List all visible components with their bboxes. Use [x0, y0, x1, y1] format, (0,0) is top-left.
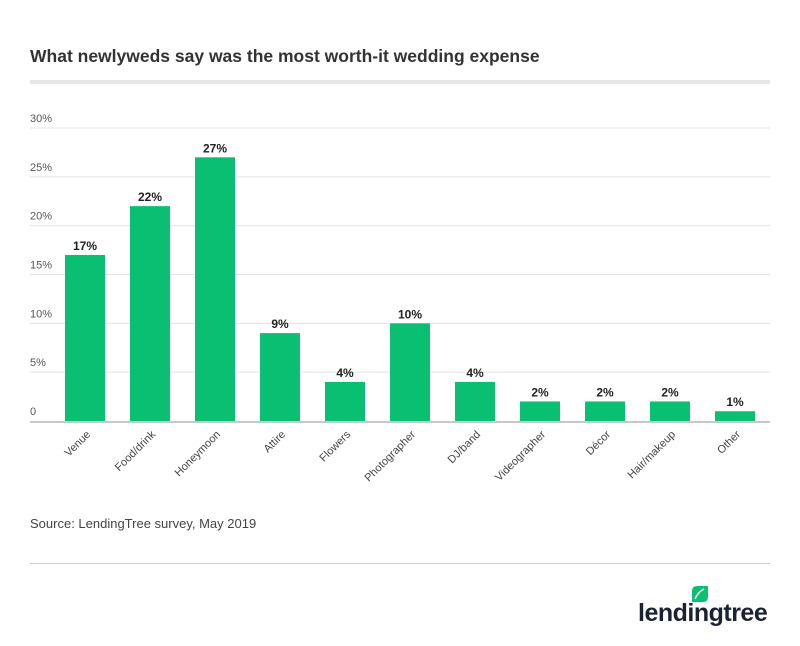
x-tick-label: Food/drink — [113, 428, 159, 474]
x-tick-label: Photographer — [362, 428, 418, 484]
bar — [130, 206, 170, 421]
bar — [520, 401, 560, 421]
y-tick-label: 0 — [30, 406, 36, 418]
bar — [65, 254, 105, 421]
bar — [260, 333, 300, 421]
bar — [650, 401, 690, 421]
bar — [325, 381, 365, 421]
data-label: 2% — [661, 385, 679, 399]
x-tick-label: Other — [715, 428, 743, 456]
x-tick-label: Attire — [261, 429, 288, 456]
y-tick-label: 5% — [30, 357, 46, 369]
x-tick-label: Venue — [63, 429, 94, 460]
data-label: 2% — [596, 385, 614, 399]
footer-divider — [30, 563, 770, 564]
y-tick-label: 30% — [30, 113, 52, 125]
data-label: 4% — [466, 366, 484, 380]
data-label: 17% — [73, 239, 97, 253]
x-tick-label: Décor — [584, 428, 613, 457]
svg-text:lendingtree: lendingtree — [638, 599, 768, 627]
bar — [585, 401, 625, 421]
y-tick-label: 10% — [30, 308, 52, 320]
source-note: Source: LendingTree survey, May 2019 — [30, 516, 257, 531]
data-label: 4% — [336, 366, 354, 380]
data-label: 22% — [138, 190, 162, 204]
data-label: 2% — [531, 385, 549, 399]
bar — [715, 411, 755, 421]
x-tick-label: DJ/band — [446, 429, 483, 466]
data-label: 1% — [726, 395, 744, 409]
y-tick-label: 20% — [30, 211, 52, 223]
bar — [195, 157, 235, 422]
y-tick-label: 25% — [30, 162, 52, 174]
x-tick-label: Flowers — [317, 428, 353, 464]
chart-title: What newlyweds say was the most worth-it… — [30, 46, 540, 66]
y-tick-label: 15% — [30, 260, 52, 272]
lendingtree-logo: lendingtree — [638, 586, 768, 627]
bar-chart: 0 5% 10% 15% 20% 25% 30% 17% Venue 22% Food/drink 2… — [30, 113, 770, 484]
x-tick-label: Hair/makeup — [626, 429, 679, 482]
x-tick-label: Videographer — [493, 428, 548, 483]
bar — [390, 323, 430, 421]
x-tick-label: Honeymoon — [173, 429, 223, 479]
data-label: 27% — [203, 141, 227, 155]
data-label: 10% — [398, 307, 422, 321]
title-divider — [30, 80, 770, 84]
data-label: 9% — [271, 317, 289, 331]
bar — [455, 381, 495, 421]
